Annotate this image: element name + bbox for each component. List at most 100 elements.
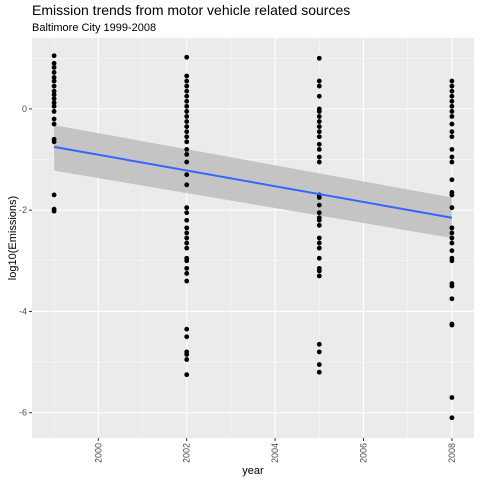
data-point — [51, 75, 57, 80]
y-tick-label: -4 — [19, 306, 27, 316]
data-point — [51, 88, 57, 94]
data-point — [184, 225, 190, 231]
data-point — [184, 245, 190, 251]
data-point — [316, 268, 322, 274]
data-point — [449, 103, 455, 109]
data-point — [449, 205, 455, 211]
chart-title: Emission trends from motor vehicle relat… — [32, 2, 351, 18]
data-point — [449, 83, 455, 89]
data-point — [449, 395, 455, 400]
data-point — [316, 129, 322, 135]
data-point — [184, 182, 190, 188]
data-point — [184, 210, 190, 216]
data-point — [449, 283, 455, 289]
data-point — [316, 273, 322, 279]
x-tick-label: 2006 — [359, 443, 369, 463]
data-point — [51, 208, 57, 214]
data-point — [316, 349, 322, 355]
data-point — [316, 235, 322, 241]
data-point — [449, 93, 455, 99]
data-point — [184, 217, 190, 223]
data-point — [316, 141, 322, 147]
data-point — [184, 271, 190, 276]
data-point — [184, 129, 190, 135]
data-point — [51, 116, 57, 122]
data-point — [184, 114, 190, 119]
data-point — [184, 172, 190, 178]
data-point — [316, 369, 322, 375]
x-tick-label: 2004 — [270, 443, 280, 463]
y-tick-label: 0 — [22, 104, 27, 114]
data-point — [184, 88, 190, 94]
trend-line-group — [53, 145, 453, 219]
data-point — [51, 92, 57, 98]
data-point — [316, 240, 322, 246]
data-point — [449, 322, 455, 328]
data-point — [51, 121, 57, 127]
data-point — [449, 134, 455, 140]
data-point — [184, 372, 190, 378]
y-axis-ticks: 0 -2 -4 -6 — [19, 104, 32, 418]
y-axis-title: log10(Emissions) — [7, 196, 19, 280]
data-point — [184, 103, 190, 109]
data-point — [184, 235, 190, 241]
data-point — [449, 235, 455, 241]
chart-subtitle: Baltimore City 1999-2008 — [32, 22, 157, 34]
data-point — [449, 154, 455, 160]
data-point — [184, 265, 190, 271]
data-point — [449, 240, 455, 246]
data-point — [449, 146, 455, 152]
data-point — [316, 134, 322, 140]
data-point — [51, 192, 57, 198]
data-point — [184, 352, 190, 357]
plot-panel — [32, 38, 474, 438]
data-point — [51, 53, 57, 59]
data-point — [51, 103, 57, 109]
data-point — [184, 93, 190, 99]
data-point — [184, 139, 190, 145]
data-point — [51, 109, 57, 114]
data-point — [184, 119, 190, 124]
x-axis-ticks: 2000 2002 2004 2006 2008 — [93, 438, 457, 463]
x-tick-label: 2008 — [447, 443, 457, 463]
data-point — [184, 109, 190, 114]
data-point — [316, 114, 322, 119]
data-point — [449, 109, 455, 114]
data-point — [316, 202, 322, 208]
data-point — [51, 78, 57, 84]
data-point — [316, 195, 322, 200]
data-point — [51, 60, 57, 66]
data-point — [51, 100, 57, 106]
data-point — [316, 159, 322, 165]
data-point — [51, 70, 57, 75]
data-point — [449, 159, 455, 165]
data-point — [184, 152, 190, 157]
data-points — [51, 53, 455, 421]
data-point — [184, 278, 190, 284]
data-point — [449, 192, 455, 198]
data-point — [184, 159, 190, 165]
data-point — [184, 357, 190, 362]
data-point — [316, 124, 322, 130]
data-point — [51, 83, 57, 89]
data-point — [184, 334, 190, 340]
data-point — [449, 248, 455, 254]
y-tick-label: -2 — [19, 205, 27, 215]
data-point — [184, 73, 190, 79]
x-axis-title: year — [242, 465, 264, 477]
data-point — [316, 217, 322, 223]
data-point — [316, 146, 322, 152]
data-point — [449, 177, 455, 183]
data-point — [449, 296, 455, 302]
data-point — [184, 78, 190, 84]
data-point — [449, 98, 455, 104]
data-point — [184, 98, 190, 104]
data-point — [449, 225, 455, 231]
data-point — [449, 121, 455, 127]
data-point — [51, 64, 57, 70]
data-point — [184, 230, 190, 236]
data-point — [184, 326, 190, 332]
data-point — [316, 245, 322, 251]
data-point — [449, 88, 455, 94]
